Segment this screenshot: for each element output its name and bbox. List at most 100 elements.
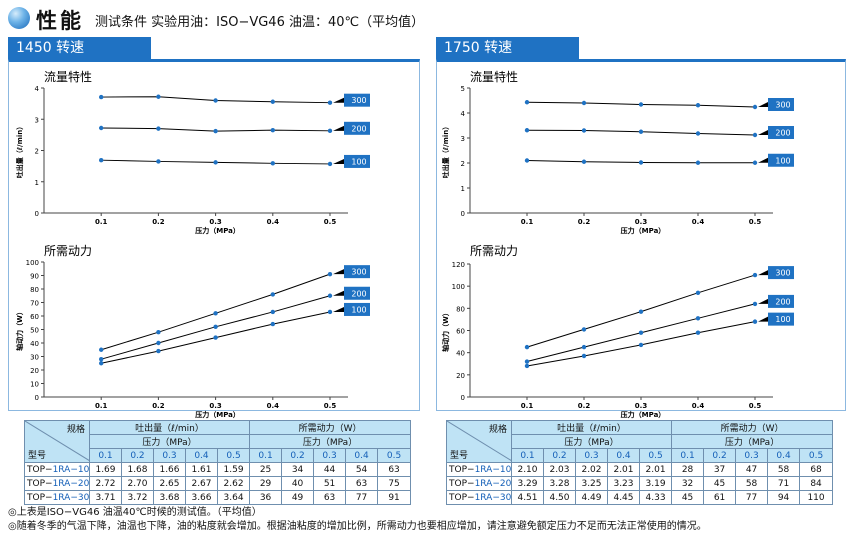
x-axis-label: 压力（MPa） (621, 410, 666, 419)
pressure-value: 0.5 (799, 448, 834, 463)
x-tick-label: 0.5 (749, 402, 762, 410)
table-row: TOP−1RA−300 4.51 4.50 4.49 4.45 4.33 45 … (446, 490, 834, 505)
y-tick-label: 40 (30, 340, 39, 348)
x-tick-label: 0.2 (152, 218, 165, 226)
data-point (752, 132, 758, 138)
data-point (524, 128, 530, 133)
pressure-value: 0.5 (216, 448, 251, 463)
series-label-box (344, 286, 370, 300)
pressure-value: 0.2 (121, 448, 154, 463)
series-label-box (344, 265, 370, 279)
data-point (156, 348, 161, 354)
data-point (695, 290, 701, 296)
model-cell: TOP−1RA−200 (446, 476, 512, 491)
data-point (327, 100, 333, 105)
series-pointer (758, 130, 768, 135)
y-tick-label: 2 (461, 160, 465, 168)
data-point (99, 347, 104, 352)
flow-group-header: 吐出量（ℓ/min） (88, 420, 251, 435)
flow-cell: 3.64 (216, 490, 251, 505)
chart-flow-1450: 流量特性 0 1 2 3 4 0.1 0.2 0.3 0.4 0.5 压力（MPa） 吐出量（ℓ/min… (15, 69, 370, 235)
power-cell: 61 (703, 490, 737, 505)
data-point (327, 293, 333, 298)
model-cell: TOP−1RA−100 (24, 462, 90, 477)
data-point (638, 102, 644, 107)
y-axis-label: 吐出量（ℓ/min） (15, 123, 24, 179)
power-group-header: 所需动力（W） (671, 420, 834, 435)
series-label: 300 (351, 268, 366, 277)
pressure-value: 0.1 (671, 448, 705, 463)
data-point (156, 126, 161, 131)
data-point (99, 157, 104, 163)
chart-title: 所需动力 (44, 244, 92, 258)
y-tick-label: 20 (456, 372, 465, 380)
pressure-value: 0.3 (153, 448, 186, 463)
series-pointer (333, 97, 344, 103)
series-label-box (344, 154, 370, 168)
y-tick-label: 0 (461, 394, 465, 402)
data-point (327, 161, 333, 167)
data-point (213, 128, 218, 134)
y-tick-label: 40 (456, 350, 465, 358)
series-label-box (768, 153, 794, 167)
y-tick-label: 80 (456, 305, 465, 313)
data-point (270, 321, 275, 327)
data-point (270, 292, 275, 297)
series-label: 300 (775, 269, 790, 278)
y-tick-label: 30 (30, 354, 39, 362)
pressure-header: 压力（MPa） (671, 434, 834, 449)
y-tick-label: 60 (30, 313, 39, 321)
model-label: 型号 (28, 451, 47, 461)
data-point (99, 125, 104, 131)
y-axis-label: 轴动力（W） (15, 308, 24, 351)
power-cell: 75 (377, 476, 412, 491)
flow-cell: 1.59 (216, 462, 251, 477)
note-1: ◎上表是ISO−VG46 油温40℃时候的测试值。（平均值） (8, 507, 262, 518)
data-point (638, 129, 644, 134)
flow-cell: 2.01 (638, 462, 673, 477)
flow-cell: 4.51 (511, 490, 544, 505)
x-tick-label: 0.5 (749, 218, 762, 226)
power-cell: 63 (313, 490, 347, 505)
spec-table-1450: 规格 型号 吐出量（ℓ/min） 所需动力（W） 压力（MPa） 压力（MPa）… (24, 420, 412, 505)
flow-cell: 2.65 (153, 476, 186, 491)
flow-cell: 2.01 (607, 462, 640, 477)
series-pointer (758, 298, 768, 304)
flow-cell: 3.25 (575, 476, 608, 491)
table-row: TOP−1RA−100 2.10 2.03 2.02 2.01 2.01 28 … (446, 462, 834, 477)
data-point (270, 309, 275, 315)
series-pointer (333, 158, 344, 164)
pressure-value: 0.4 (767, 448, 801, 463)
series-label: 200 (351, 289, 366, 298)
power-cell: 84 (799, 476, 834, 491)
panel-1750 (436, 59, 846, 411)
chart-title: 流量特性 (44, 69, 92, 84)
power-cell: 58 (767, 462, 801, 477)
pressure-value: 0.4 (185, 448, 218, 463)
table-row: TOP−1RA−200 3.29 3.28 3.25 3.23 3.19 32 … (446, 476, 834, 491)
flow-cell: 3.68 (153, 490, 186, 505)
y-tick-label: 100 (26, 259, 39, 267)
pressure-value: 0.5 (638, 448, 673, 463)
power-cell: 37 (703, 462, 737, 477)
y-tick-label: 0 (35, 394, 39, 402)
data-point (638, 330, 644, 335)
data-point (695, 160, 701, 165)
data-point (156, 94, 161, 99)
pressure-value: 0.3 (735, 448, 769, 463)
power-cell: 45 (671, 490, 705, 505)
flow-group-header: 吐出量（ℓ/min） (510, 420, 673, 435)
x-tick-label: 0.2 (578, 218, 591, 226)
pressure-value: 0.2 (703, 448, 737, 463)
power-cell: 71 (767, 476, 801, 491)
y-tick-label: 3 (35, 116, 39, 124)
series-pointer (758, 316, 768, 322)
series-label: 200 (775, 297, 790, 306)
data-point (327, 309, 333, 315)
data-point (524, 158, 530, 163)
pressure-value: 0.4 (607, 448, 640, 463)
data-point (99, 357, 104, 362)
data-point (695, 316, 701, 321)
panel-1450 (8, 59, 420, 411)
x-axis-label: 压力（MPa） (195, 226, 240, 235)
